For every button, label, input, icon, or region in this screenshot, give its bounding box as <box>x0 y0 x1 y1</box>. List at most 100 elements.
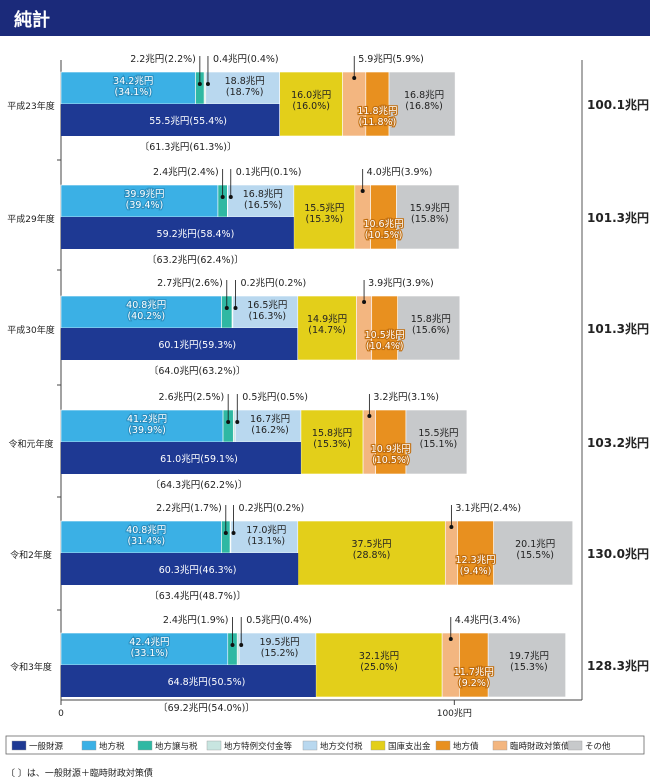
label-other: 15.8兆円(15.6%) <box>411 314 451 336</box>
bar-segment-chihosai <box>370 184 397 250</box>
bar-segment-kofu <box>232 295 299 329</box>
bar-segment-tax <box>60 295 222 329</box>
label-tokubetsu: 0.1兆円(0.1%) <box>236 167 302 178</box>
label-rinji: 3.2兆円(3.1%) <box>373 392 439 403</box>
label-kofu: 16.5兆円(16.3%) <box>247 300 287 322</box>
bar-segment-kofu <box>234 409 302 443</box>
general-label: 60.3兆円(46.3%) <box>159 565 237 576</box>
total-label: 130.0兆円 <box>587 546 649 561</box>
general-label: 55.5兆円(55.4%) <box>149 116 227 127</box>
general-label: 59.2兆円(58.4%) <box>157 229 235 240</box>
bracket-label: 〔64.3兆円(62.2%)〕 <box>151 479 248 491</box>
stacked-bar-chart: 0 100兆円 平成23年度 100.1兆円 55.5兆円(55.4%) 〔61.3兆円(… <box>5 54 649 755</box>
label-other: 19.7兆円(15.3%) <box>509 651 549 673</box>
legend-swatch <box>370 740 386 751</box>
bar-general <box>61 553 299 585</box>
legend-label: 国庫支出金 <box>388 741 431 752</box>
bar-segment-other <box>405 409 468 475</box>
label-tokubetsu: 0.2兆円(0.2%) <box>239 503 305 514</box>
bar-segment-tax <box>60 520 222 554</box>
year-label: 令和元年度 <box>8 438 53 450</box>
legend-label: 地方債 <box>453 741 479 752</box>
label-yojo: 2.4兆円(2.4%) <box>153 167 219 178</box>
label-chihosai: 10.9兆円(10.5%) <box>371 444 411 466</box>
bar-segment-other <box>397 295 461 361</box>
label-rinji: 5.9兆円(5.9%) <box>358 54 424 65</box>
label-chihosai: 12.3兆円(9.4%) <box>455 555 495 577</box>
bar-segment-rinji <box>441 632 460 698</box>
year-label: 平成30年度 <box>7 324 54 336</box>
year-label: 平成23年度 <box>7 100 54 112</box>
bracket-label: 〔64.0兆円(63.2%)〕 <box>149 365 246 377</box>
legend-box <box>5 735 645 755</box>
label-chihosai: 10.6兆円(10.5%) <box>363 219 403 241</box>
legend-swatch <box>206 740 222 751</box>
bar-segment-kofu <box>227 184 295 218</box>
label-rinji: 4.4兆円(3.4%) <box>455 615 521 626</box>
bar-segment-other <box>388 71 456 137</box>
bar-segment-kokko <box>315 632 443 698</box>
general-label: 60.1兆円(59.3%) <box>158 340 236 351</box>
year-label: 令和3年度 <box>10 661 52 673</box>
total-label: 128.3兆円 <box>587 658 649 673</box>
label-tax: 39.9兆円(39.4%) <box>124 189 164 211</box>
label-rinji: 3.9兆円(3.9%) <box>368 278 434 289</box>
header-bar: 純計 <box>0 0 650 36</box>
legend-swatch <box>302 740 318 751</box>
bar-segment-tax <box>60 184 219 218</box>
bracket-label: 〔69.2兆円(54.0%)〕 <box>158 702 255 714</box>
label-tax: 34.2兆円(34.1%) <box>113 76 153 98</box>
label-kokko: 15.5兆円(15.3%) <box>304 203 344 225</box>
bar-general <box>61 328 298 360</box>
bar-segment-kofu <box>230 520 299 554</box>
label-tax: 41.2兆円(39.9%) <box>127 414 167 436</box>
label-tax: 40.8兆円(40.2%) <box>126 300 166 322</box>
label-other: 16.8兆円(16.8%) <box>404 90 444 112</box>
label-yojo: 2.6兆円(2.5%) <box>159 392 225 403</box>
year-label: 令和2年度 <box>10 549 52 561</box>
legend-swatch <box>81 740 97 751</box>
label-rinji: 3.1兆円(2.4%) <box>455 503 521 514</box>
total-label: 103.2兆円 <box>587 435 649 450</box>
total-label: 101.3兆円 <box>587 210 649 225</box>
label-tokubetsu: 0.5兆円(0.4%) <box>246 615 312 626</box>
total-label: 101.3兆円 <box>587 321 649 336</box>
year-label: 平成29年度 <box>7 213 54 225</box>
label-yojo: 2.2兆円(2.2%) <box>130 54 196 65</box>
label-tokubetsu: 0.2兆円(0.2%) <box>241 278 307 289</box>
label-yojo: 2.4兆円(1.9%) <box>163 615 229 626</box>
bar-general <box>61 104 280 136</box>
label-yojo: 2.7兆円(2.6%) <box>157 278 223 289</box>
bar-segment-kokko <box>297 520 446 586</box>
bracket-label: 〔63.4兆円(48.7%)〕 <box>149 590 246 602</box>
legend-label: 地方税 <box>99 741 125 752</box>
label-kofu: 17.0兆円(13.1%) <box>246 525 286 547</box>
label-kofu: 16.8兆円(16.5%) <box>243 189 283 211</box>
label-kokko: 14.9兆円(14.7%) <box>307 314 347 336</box>
total-label: 100.1兆円 <box>587 97 649 112</box>
label-rinji: 4.0兆円(3.9%) <box>367 167 433 178</box>
legend-label: 地方特例交付金等 <box>224 741 293 752</box>
bar-general <box>61 217 294 249</box>
legend-label: 一般財源 <box>29 741 64 752</box>
bar-segment-kokko <box>297 295 357 361</box>
x-tick-label: 0 <box>58 709 64 719</box>
bar-segment-kokko <box>279 71 343 137</box>
legend-swatch <box>567 740 583 751</box>
footnote: 〔 〕は、一般財源＋臨時財政対策債 <box>6 769 153 779</box>
label-kofu: 16.7兆円(16.2%) <box>250 414 290 436</box>
label-other: 15.5兆円(15.1%) <box>418 428 458 450</box>
label-chihosai: 11.7兆円(9.2%) <box>454 667 494 689</box>
bracket-label: 〔61.3兆円(61.3%)〕 <box>140 141 237 153</box>
label-chihosai: 10.5兆円(10.4%) <box>365 330 405 352</box>
bar-segment-rinji <box>444 520 458 586</box>
legend-swatch <box>11 740 27 751</box>
label-yojo: 2.2兆円(1.7%) <box>156 503 222 514</box>
bar-segment-kokko <box>293 184 356 250</box>
legend-label: 地方譲与税 <box>155 741 198 752</box>
label-kofu: 18.8兆円(18.7%) <box>225 76 265 98</box>
label-tokubetsu: 0.5兆円(0.5%) <box>242 392 308 403</box>
x-tick-label: 100兆円 <box>437 708 472 719</box>
legend-label: その他 <box>585 741 611 752</box>
bracket-label: 〔63.2兆円(62.4%)〕 <box>147 254 244 266</box>
